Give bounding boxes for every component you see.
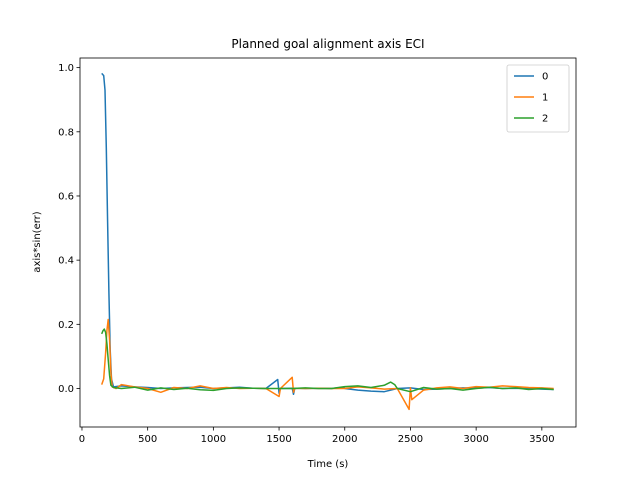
x-tick-label: 500 <box>138 434 157 445</box>
series-layer <box>100 72 554 411</box>
x-tick-label: 1500 <box>266 434 291 445</box>
x-tick-label: 0 <box>79 434 85 445</box>
x-tick-label: 2500 <box>398 434 423 445</box>
y-axis-label: axis*sin(err) <box>32 211 43 272</box>
legend-label-0: 0 <box>542 72 548 83</box>
x-tick-label: 3000 <box>463 434 488 445</box>
x-axis: 0 500 1000 1500 2000 2500 3000 3500 <box>79 427 555 445</box>
y-tick-label: 0.8 <box>58 127 74 138</box>
y-tick-label: 0.0 <box>58 384 74 395</box>
y-tick-label: 0.4 <box>58 256 74 267</box>
chart-title: Planned goal alignment axis ECI <box>231 37 424 51</box>
legend-box <box>506 64 570 133</box>
legend: 0 1 2 <box>506 64 570 133</box>
y-tick-label: 1.0 <box>58 63 74 74</box>
plot-frame <box>79 57 577 428</box>
legend-label-2: 2 <box>542 114 548 125</box>
legend-label-1: 1 <box>542 93 548 104</box>
x-tick-label: 1000 <box>201 434 226 445</box>
x-tick-label: 2000 <box>332 434 357 445</box>
x-tick-label: 3500 <box>529 434 554 445</box>
y-tick-label: 0.6 <box>58 191 74 202</box>
y-axis: 0.0 0.2 0.4 0.6 0.8 1.0 <box>58 63 80 395</box>
y-tick-label: 0.2 <box>58 320 74 331</box>
series-line-2 <box>101 328 554 393</box>
x-axis-label: Time (s) <box>307 459 349 470</box>
